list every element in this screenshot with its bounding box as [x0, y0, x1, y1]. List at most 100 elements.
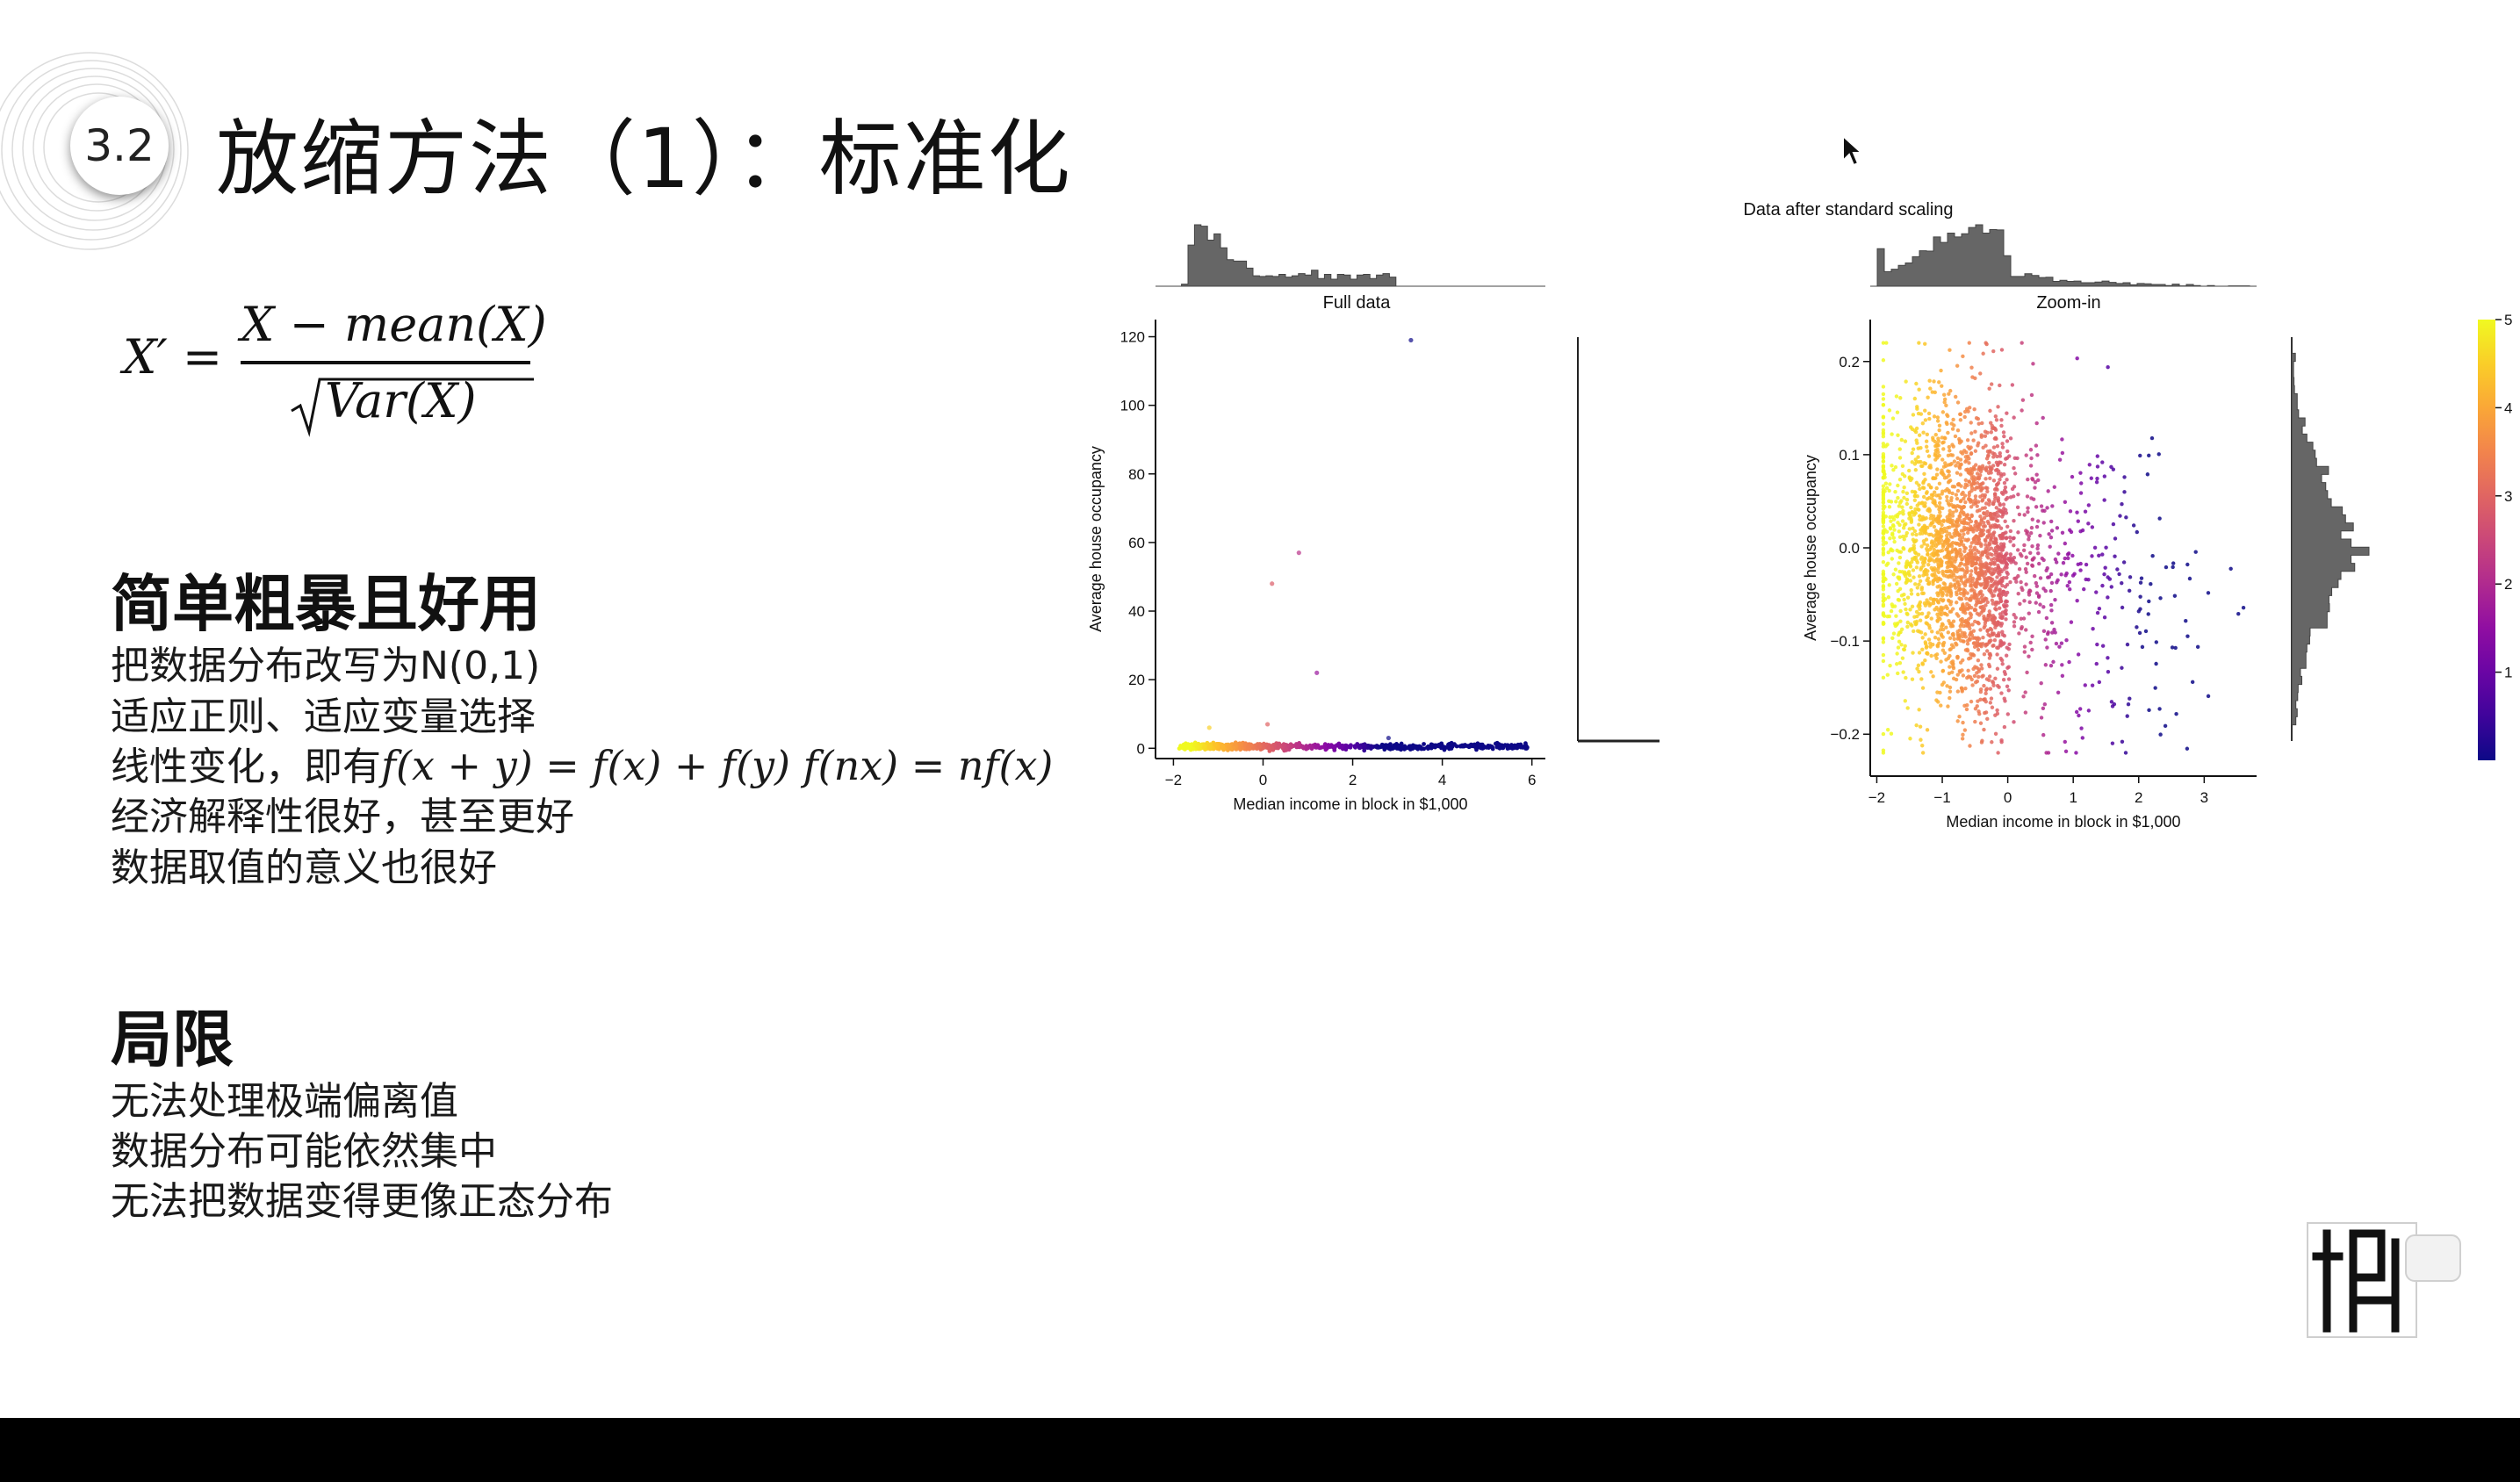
data-point [1910, 460, 1914, 464]
data-point [1964, 707, 1969, 712]
data-point [1881, 602, 1886, 607]
data-point [1908, 478, 1913, 483]
data-point [2012, 624, 2017, 629]
data-point [1892, 539, 1897, 544]
data-point [1962, 574, 1967, 579]
data-point [1975, 571, 1979, 576]
data-point [1306, 745, 1311, 751]
data-point [1481, 745, 1487, 749]
data-point [1973, 551, 1977, 557]
data-point [1962, 631, 1967, 636]
data-point [1936, 570, 1941, 574]
data-point [1950, 535, 1955, 539]
cons-item: 数据分布可能依然集中 [111, 1129, 497, 1174]
data-point [1955, 719, 1960, 723]
data-point [1881, 637, 1886, 641]
data-point [1918, 618, 1923, 622]
data-point [1228, 746, 1234, 752]
data-point [2049, 529, 2055, 533]
data-point [1343, 747, 1349, 752]
data-point [1909, 505, 1913, 510]
data-point [2078, 529, 2083, 534]
data-point [2021, 694, 2026, 699]
data-point [2005, 524, 2010, 529]
data-point [1990, 584, 1995, 588]
data-point [2000, 662, 2005, 666]
data-point [1959, 542, 1963, 546]
data-point [1991, 445, 1997, 450]
data-point [1911, 510, 1915, 514]
data-point [1961, 528, 1966, 533]
data-point [1881, 599, 1886, 603]
data-point [2008, 436, 2013, 441]
data-point [1902, 486, 1906, 490]
data-point [2050, 630, 2055, 635]
data-point [2069, 620, 2074, 624]
data-point [1912, 629, 1916, 634]
data-point [1996, 471, 2001, 476]
data-point [1895, 548, 1899, 553]
data-point [1941, 447, 1946, 451]
data-point [2109, 700, 2114, 704]
data-point [2016, 530, 2020, 535]
data-point [1896, 632, 1901, 637]
data-point [1925, 546, 1929, 551]
data-point [1881, 640, 1886, 644]
data-point [2038, 576, 2043, 580]
data-point [2018, 601, 2022, 606]
data-point [1896, 671, 1900, 676]
data-point [1964, 406, 1969, 412]
data-point [1958, 548, 1962, 552]
data-point [2013, 615, 2018, 620]
data-point [1945, 519, 1950, 523]
data-point [2015, 456, 2020, 461]
data-point [1918, 579, 1923, 583]
data-point [2026, 477, 2030, 482]
data-point [2068, 509, 2073, 514]
data-point [2006, 688, 2011, 693]
data-point [1970, 652, 1975, 658]
data-point [1909, 520, 1914, 524]
data-point [2020, 408, 2024, 413]
data-point [2077, 713, 2081, 718]
data-point [2035, 453, 2040, 457]
data-point [1955, 461, 1961, 465]
data-point [2097, 553, 2101, 558]
data-point [1948, 531, 1952, 536]
data-point [1881, 493, 1886, 498]
data-point [1932, 547, 1936, 552]
data-point [1958, 412, 1963, 416]
data-point [1933, 453, 1938, 457]
data-point [1927, 603, 1932, 608]
data-point [2070, 553, 2075, 558]
section-number: 3.2 [84, 120, 155, 171]
data-point [1896, 433, 1900, 437]
data-point [1991, 644, 1995, 648]
data-point [1948, 348, 1952, 352]
data-point [1917, 582, 1921, 586]
data-point [2005, 449, 2010, 454]
data-point [1999, 576, 2004, 581]
data-point [1977, 507, 1982, 513]
data-point [2029, 496, 2034, 500]
full-data-x-tick-label: 4 [1438, 772, 1446, 788]
zoom-in-y-label: Average house occupancy [1802, 455, 1819, 641]
data-point [2135, 625, 2139, 629]
data-point [1932, 514, 1936, 519]
data-point [1980, 464, 1985, 469]
data-point [2120, 605, 2125, 610]
data-point [2046, 489, 2050, 493]
data-point [2002, 604, 2007, 609]
data-point [2187, 576, 2192, 581]
data-point [1942, 529, 1947, 533]
data-point [1884, 486, 1890, 491]
data-point [1991, 594, 1995, 598]
sqrt-sign-icon [291, 378, 534, 437]
data-point [1962, 496, 1966, 501]
data-point [2047, 532, 2051, 536]
data-point [1921, 430, 1926, 435]
data-point [1982, 515, 1987, 520]
data-point [1959, 597, 1964, 601]
data-point [2061, 560, 2066, 565]
data-point [1926, 507, 1930, 513]
